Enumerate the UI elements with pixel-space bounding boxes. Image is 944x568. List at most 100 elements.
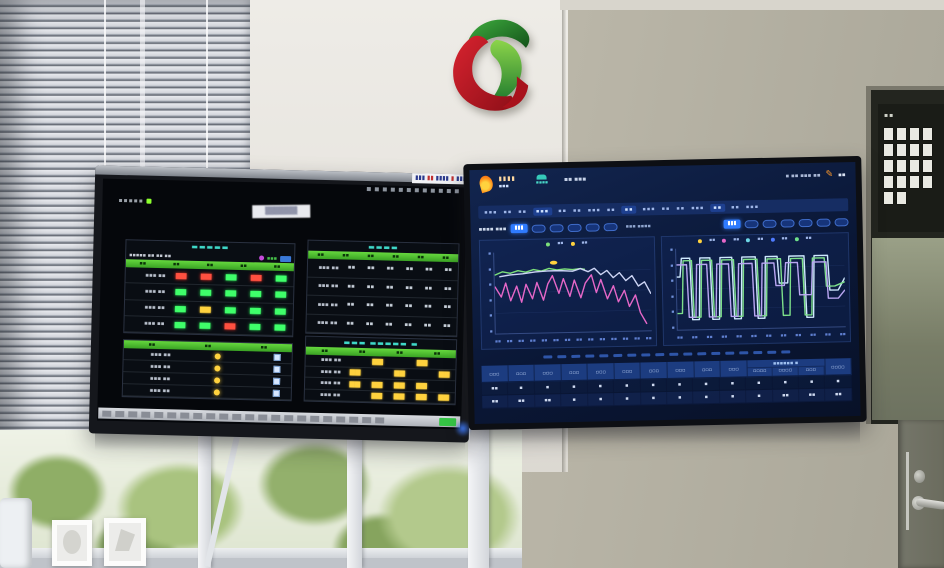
control-pill-button[interactable] bbox=[834, 217, 849, 226]
pagination-tick[interactable] bbox=[598, 353, 608, 357]
taskbar-item[interactable] bbox=[128, 410, 138, 417]
value-white: ▪▪ bbox=[365, 320, 374, 327]
pagination-tick[interactable] bbox=[752, 350, 762, 354]
edit-pen-icon[interactable]: ✎ bbox=[825, 169, 834, 180]
table-cell: ▪ bbox=[666, 378, 694, 391]
control-pill-button[interactable] bbox=[585, 222, 600, 232]
pagination-tick[interactable] bbox=[766, 350, 776, 354]
titlebar-icon[interactable] bbox=[366, 187, 371, 192]
control-pill-button[interactable] bbox=[816, 218, 831, 227]
taskbar-item[interactable] bbox=[232, 413, 242, 420]
taskbar-item[interactable] bbox=[310, 415, 320, 422]
header-menu-text[interactable]: ▪▪ ▪▪▪ bbox=[563, 175, 587, 184]
pagination-tick[interactable] bbox=[710, 351, 720, 355]
taskbar-item[interactable] bbox=[193, 412, 203, 419]
pagination-tick[interactable] bbox=[556, 354, 566, 358]
pagination-tick[interactable] bbox=[724, 351, 734, 355]
value-chip[interactable]: ▮▮▮ bbox=[510, 224, 528, 234]
taskbar-item[interactable] bbox=[245, 413, 255, 420]
header-right-group: ▪ ▪▪ ▪▪▪ ▪▪ ✎ ▪▪ bbox=[785, 168, 845, 180]
titlebar-icon[interactable] bbox=[446, 188, 451, 194]
pagination-tick[interactable] bbox=[696, 351, 706, 355]
table-cell: ▪ bbox=[640, 378, 668, 392]
titlebar-icon[interactable] bbox=[430, 188, 435, 193]
control-pill-button[interactable] bbox=[798, 218, 813, 227]
taskbar-item[interactable] bbox=[323, 415, 333, 422]
control-pill-button[interactable] bbox=[762, 219, 777, 228]
taskbar-item[interactable] bbox=[336, 415, 346, 423]
pagination-tick[interactable] bbox=[570, 354, 580, 358]
cell-empty bbox=[173, 379, 202, 380]
pagination-tick[interactable] bbox=[640, 352, 650, 357]
x-tick-label: ▪▪ bbox=[750, 334, 758, 340]
nav-item[interactable]: ▪▪ bbox=[503, 208, 513, 215]
nav-item[interactable]: ▪▪ bbox=[621, 205, 637, 214]
taskbar-item[interactable] bbox=[141, 411, 151, 418]
value-white: ▪▪ bbox=[405, 284, 413, 291]
value-white: ▪▪ bbox=[443, 285, 452, 292]
nav-item[interactable]: ▪▪ bbox=[518, 208, 528, 215]
titlebar-icon[interactable] bbox=[454, 189, 459, 194]
titlebar-icon[interactable] bbox=[438, 188, 443, 193]
pagination-tick[interactable] bbox=[654, 352, 664, 356]
nav-item[interactable]: ▪▪ bbox=[661, 205, 671, 212]
taskbar-item[interactable] bbox=[284, 414, 294, 421]
titlebar-icon[interactable] bbox=[414, 188, 419, 193]
nav-item[interactable]: ▪▪▪ bbox=[587, 206, 601, 214]
nav-item[interactable]: ▪▪▪ bbox=[745, 203, 760, 210]
row-label: ▪▪▪ ▪▪ bbox=[318, 264, 339, 272]
taskbar-item[interactable] bbox=[375, 416, 385, 424]
control-pill-button[interactable] bbox=[567, 223, 582, 232]
control-pill-button[interactable] bbox=[744, 219, 759, 228]
control-pill-button[interactable] bbox=[780, 218, 795, 228]
nav-item[interactable]: ▪▪ bbox=[572, 207, 582, 214]
legend-label: ▪▪ bbox=[757, 236, 764, 243]
value-yellow: ▆▆ bbox=[372, 356, 384, 366]
nav-item[interactable]: ▪▪ bbox=[676, 205, 686, 212]
header-cell-text: ▪▪ bbox=[139, 260, 147, 267]
value-chip[interactable]: ▮▮▮ bbox=[723, 219, 741, 229]
nav-item[interactable]: ▪▪ bbox=[606, 206, 616, 213]
pagination-tick[interactable] bbox=[626, 353, 636, 357]
taskbar-item[interactable] bbox=[349, 416, 359, 423]
taskbar-item[interactable] bbox=[206, 412, 216, 419]
taskbar-item[interactable] bbox=[167, 411, 177, 418]
pagination-tick[interactable] bbox=[682, 351, 692, 356]
titlebar-icon[interactable] bbox=[398, 187, 403, 192]
taskbar-item[interactable] bbox=[102, 410, 112, 417]
taskbar-item[interactable] bbox=[271, 414, 281, 421]
subheader-chip[interactable] bbox=[280, 255, 292, 262]
taskbar-item[interactable] bbox=[154, 411, 164, 418]
chart-plot-area bbox=[675, 245, 846, 331]
nav-item[interactable]: ▪▪▪ bbox=[532, 206, 553, 216]
nav-item[interactable]: ▪▪▪ bbox=[642, 205, 656, 212]
titlebar-icon[interactable] bbox=[382, 187, 387, 192]
control-pill-button[interactable] bbox=[603, 222, 618, 231]
nav-item[interactable]: ▪▪▪ bbox=[484, 208, 498, 216]
nav-item[interactable]: ▪▪ bbox=[710, 203, 726, 212]
pagination-tick[interactable] bbox=[738, 350, 748, 354]
pagination-tick[interactable] bbox=[780, 349, 790, 354]
pagination-tick[interactable] bbox=[542, 354, 552, 359]
nav-item[interactable]: ▪▪▪ bbox=[691, 204, 705, 211]
titlebar-icon[interactable] bbox=[422, 188, 427, 193]
taskbar-item[interactable] bbox=[258, 413, 268, 421]
windows-taskbar[interactable] bbox=[98, 407, 461, 428]
taskbar-item[interactable] bbox=[219, 413, 229, 420]
titlebar-icon[interactable] bbox=[390, 187, 395, 192]
nav-item[interactable]: ▪▪ bbox=[558, 207, 568, 214]
taskbar-item[interactable] bbox=[180, 412, 190, 419]
taskbar-item[interactable] bbox=[115, 410, 125, 417]
pagination-tick[interactable] bbox=[668, 352, 678, 356]
taskbar-item[interactable] bbox=[297, 414, 307, 422]
control-pill-button[interactable] bbox=[549, 223, 564, 232]
taskbar-item[interactable] bbox=[362, 416, 372, 423]
titlebar-icon[interactable] bbox=[374, 187, 379, 192]
control-pill-button[interactable] bbox=[531, 223, 546, 233]
pagination-tick[interactable] bbox=[612, 353, 622, 357]
titlebar-icon[interactable] bbox=[406, 188, 411, 193]
value-white: ▪▪ bbox=[346, 301, 355, 308]
nav-item[interactable]: ▪▪ bbox=[731, 203, 740, 211]
pagination-tick[interactable] bbox=[584, 354, 594, 358]
white-frame-object bbox=[52, 520, 92, 566]
